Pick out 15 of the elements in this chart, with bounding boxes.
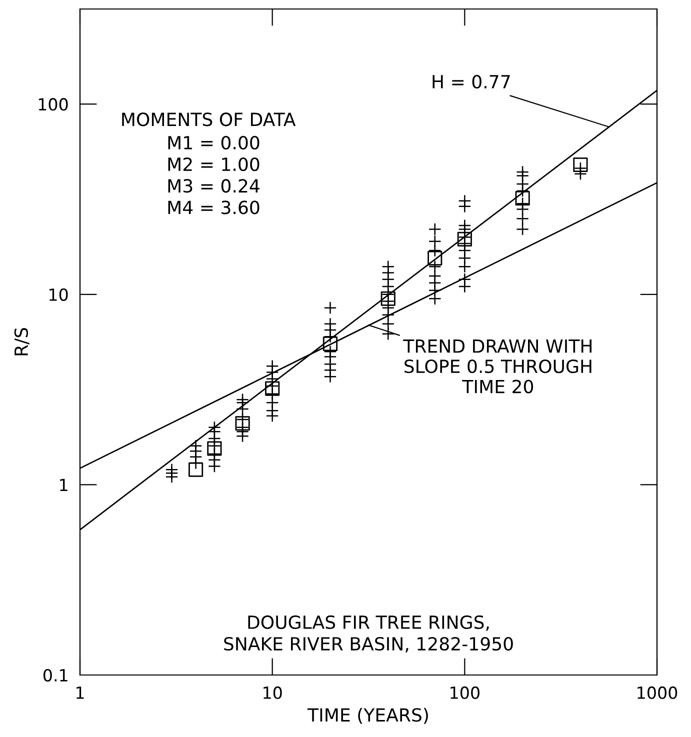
x-tick-label: 10 xyxy=(264,686,282,700)
annotation: TREND DRAWN WITH SLOPE 0.5 THROUGH TIME 20 xyxy=(403,340,592,394)
annotation: M1 = 0.00 M2 = 1.00 M3 = 0.24 M4 = 3.60 xyxy=(168,136,260,214)
y-tick-label: 1 xyxy=(60,478,68,492)
x-tick-label: 100 xyxy=(450,686,480,700)
x-tick-label: 1000 xyxy=(638,686,678,700)
annotation: DOUGLAS FIR TREE RINGS, SNAKE RIVER BASIN, 1282-1950 xyxy=(224,615,513,652)
annotation: H = 0.77 xyxy=(432,74,510,89)
y-tick-label: 0.1 xyxy=(43,668,68,682)
x-axis-title: TIME (YEARS) xyxy=(307,708,428,724)
annotation: MOMENTS OF DATA xyxy=(122,112,296,126)
y-tick-label: 10 xyxy=(50,288,68,301)
x-tick-label: 1 xyxy=(76,686,84,699)
y-tick-label: 100 xyxy=(38,98,68,111)
y-axis-title: R/S xyxy=(14,328,30,356)
